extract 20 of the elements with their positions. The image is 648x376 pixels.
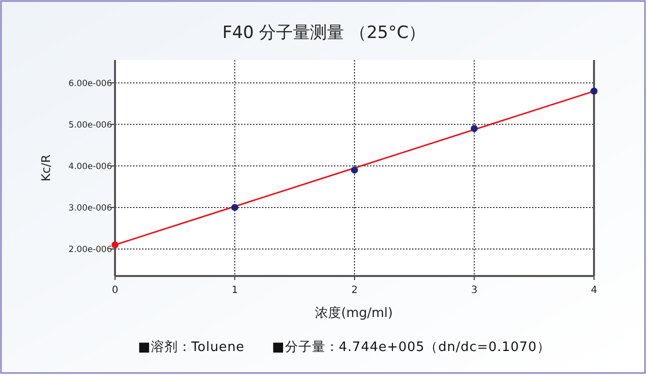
x-axis-title: 浓度(mg/ml) — [315, 305, 393, 321]
point — [470, 125, 478, 132]
text: ■分子量：4.744e+005（dn/dc=0.1070） — [272, 340, 550, 355]
y-axis-title: Kc/R — [39, 154, 53, 182]
point — [351, 166, 358, 174]
x-tick-label: 2 — [351, 285, 358, 296]
point — [231, 204, 238, 211]
point — [112, 241, 118, 248]
x-tick-label: 4 — [590, 285, 598, 296]
text: ■溶剂：Toluene — [138, 339, 245, 355]
y-tick-label: 5.00e-006 — [68, 120, 112, 130]
y-tick-label: 6.00e-006 — [68, 78, 112, 89]
y-tick-label: 4.00e-006 — [68, 162, 112, 172]
x-tick-label: 3 — [471, 285, 478, 296]
x-tick-label: 0 — [112, 285, 118, 296]
y-tick-label: 2.00e-006 — [68, 245, 112, 255]
y-tick-label: 3.00e-006 — [68, 203, 112, 214]
point — [590, 88, 598, 95]
x-tick-label: 1 — [232, 285, 238, 296]
chart-title: F40 分子量测量 （25°C） — [222, 23, 426, 43]
